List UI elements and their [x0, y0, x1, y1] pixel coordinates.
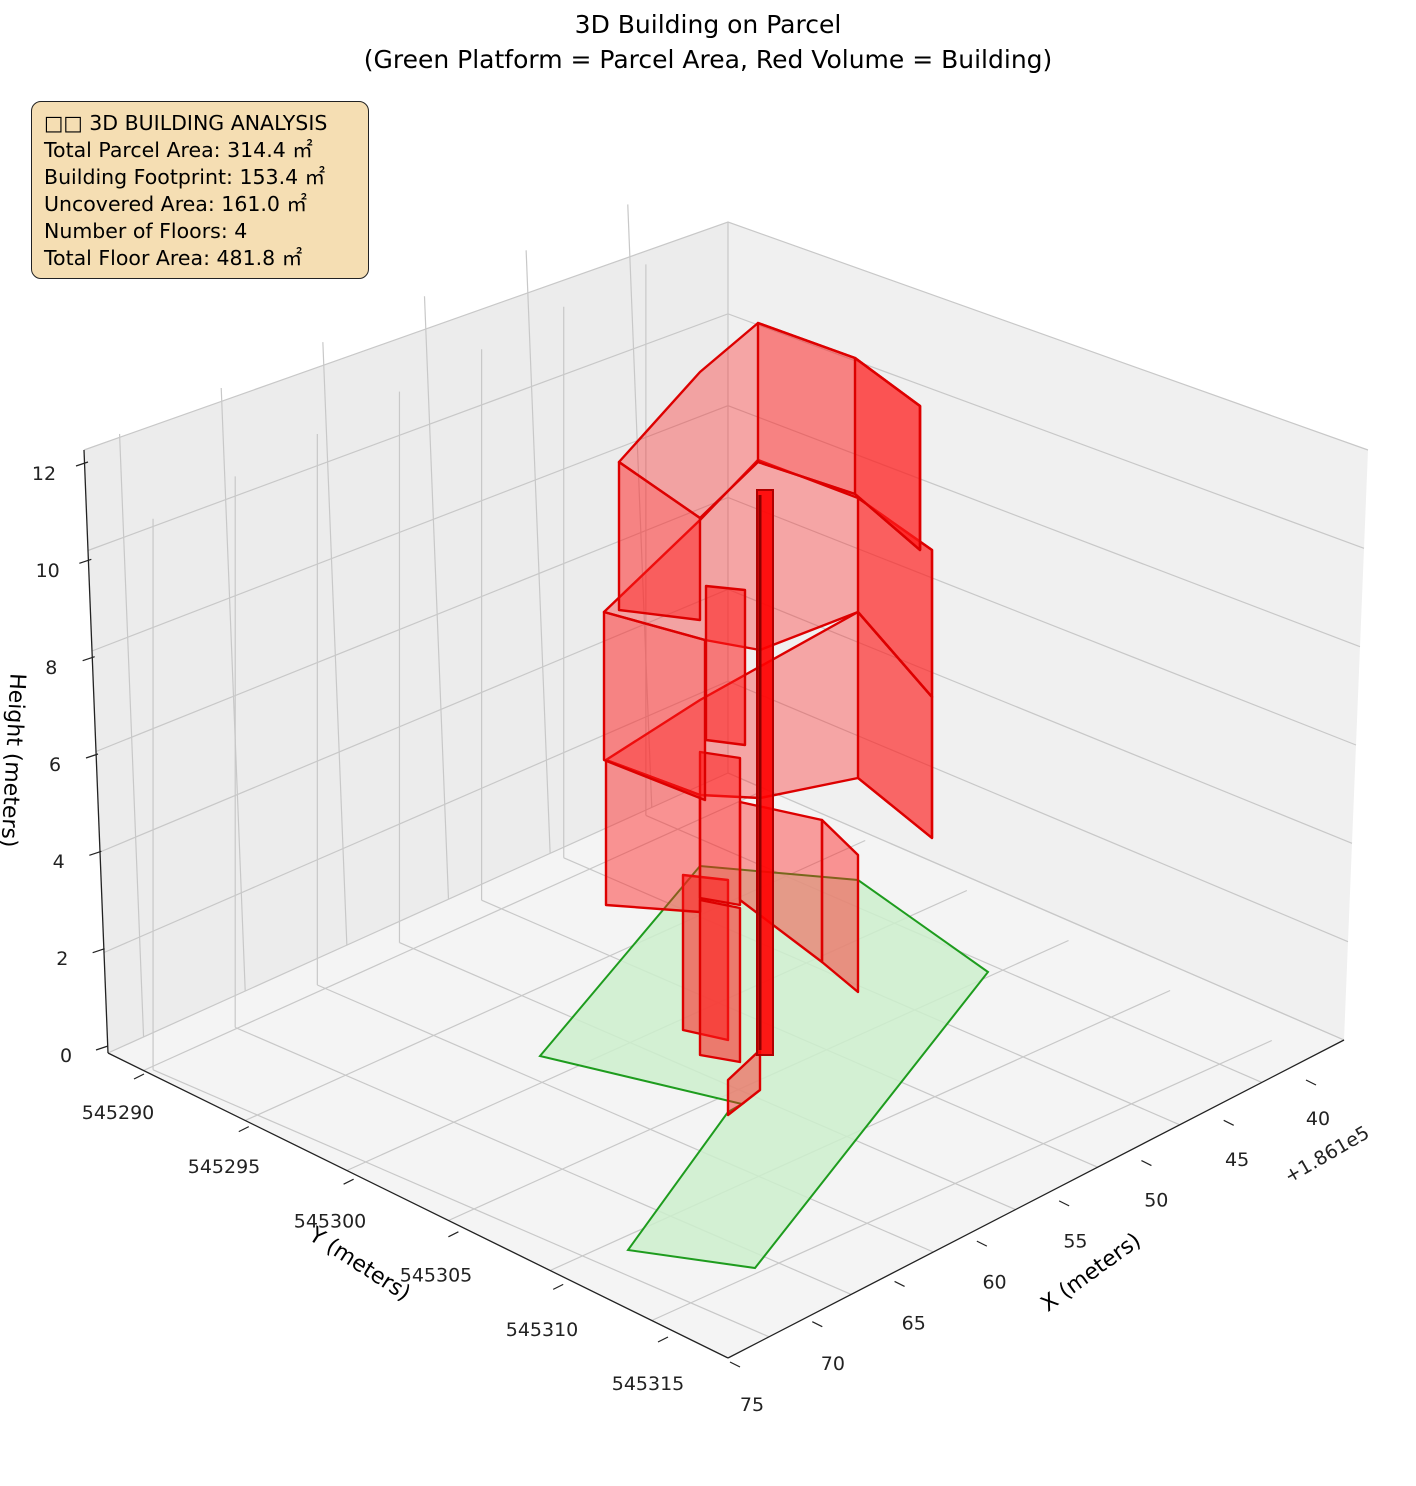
- building-face: [698, 898, 742, 1064]
- x-tick-label: 75: [740, 1394, 764, 1416]
- z-tick-mark: [79, 558, 92, 564]
- grid-line-y-wall: [322, 342, 348, 946]
- z-tick-label: 4: [53, 851, 65, 873]
- z-tick-mark: [75, 461, 89, 467]
- x-tick-label: 65: [902, 1312, 926, 1334]
- grid-line-y-wall: [220, 388, 246, 992]
- z-tick-mark: [95, 1045, 109, 1051]
- y-tick-mark: [133, 1073, 145, 1080]
- x-tick-mark: [812, 1321, 823, 1328]
- y-tick-mark: [343, 1178, 354, 1185]
- y-axis-label: Y (meters): [304, 1222, 415, 1306]
- building-face: [726, 1048, 762, 1117]
- y-tick-label: 545310: [506, 1319, 579, 1341]
- axis-lines: [83, 449, 1345, 1359]
- y-tick-mark: [657, 1336, 669, 1343]
- y-tick-label: 545315: [612, 1373, 685, 1395]
- x-axis-label: X (meters): [1037, 1228, 1146, 1317]
- z-tick-label: 12: [32, 463, 56, 485]
- z-tick-mark: [85, 753, 99, 759]
- building-face: [856, 496, 934, 699]
- grid-line-y-wall: [118, 433, 145, 1037]
- info-number-of-floors: Number of Floors: 4: [44, 219, 248, 243]
- chart-title: 3D Building on Parcel: [574, 10, 842, 39]
- x-tick-label: 45: [1225, 1149, 1249, 1171]
- info-building-footprint: Building Footprint: 153.4 ㎡: [44, 165, 326, 189]
- tick-labels: 4045505560657075545290545295545300545305…: [32, 461, 1330, 1416]
- building-face: [698, 750, 742, 907]
- x-offset-label: +1.861e5: [1281, 1122, 1373, 1188]
- z-tick-label: 10: [36, 560, 60, 582]
- y-tick-label: 545295: [188, 1156, 261, 1178]
- z-tick-mark: [92, 948, 105, 954]
- building-face: [853, 356, 922, 552]
- right-wall-pane: [728, 222, 1368, 1040]
- x-tick-label: 55: [1063, 1231, 1087, 1253]
- grid-line-x: [317, 984, 934, 1253]
- x-tick-mark: [729, 1361, 741, 1368]
- x-axis-line: [727, 1039, 1345, 1359]
- y-tick-label: 545305: [400, 1265, 473, 1287]
- info-uncovered-area: Uncovered Area: 161.0 ㎡: [44, 192, 307, 216]
- x-tick-mark: [1058, 1200, 1070, 1207]
- building-volume: [602, 321, 934, 1117]
- z-tick-label: 8: [45, 657, 57, 679]
- x-tick-mark: [894, 1280, 905, 1287]
- grid-line-y-wall: [525, 250, 551, 854]
- x-tick-mark: [1141, 1160, 1152, 1167]
- y-tick-label: 545290: [82, 1102, 155, 1124]
- grid-line-y: [143, 789, 764, 1072]
- chart-subtitle: (Green Platform = Parcel Area, Red Volum…: [363, 45, 1053, 74]
- x-tick-label: 70: [821, 1353, 845, 1375]
- x-tick-mark: [1305, 1079, 1317, 1086]
- grid-line-y: [651, 1039, 1273, 1322]
- grid-line-y-wall: [423, 296, 450, 900]
- x-tick-label: 40: [1306, 1108, 1330, 1130]
- info-box-heading: □□ 3D BUILDING ANALYSIS: [44, 111, 328, 135]
- x-tick-mark: [1223, 1119, 1234, 1126]
- z-tick-mark: [82, 656, 95, 662]
- z-axis-label: Height (meters): [0, 673, 30, 849]
- z-tick-mark: [89, 850, 102, 856]
- z-tick-label: 6: [49, 754, 61, 776]
- z-axis-line: [83, 449, 109, 1054]
- grid-line-x: [152, 1069, 770, 1338]
- info-box: □□ 3D BUILDING ANALYSIS Total Parcel Are…: [31, 101, 369, 279]
- y-tick-label: 545300: [294, 1210, 367, 1232]
- z-tick-label: 0: [60, 1045, 72, 1067]
- y-tick-mark: [238, 1126, 250, 1133]
- y-axis-line: [107, 1052, 729, 1359]
- z-tick-label: 2: [56, 948, 68, 970]
- x-tick-label: 50: [1144, 1190, 1168, 1212]
- info-total-floor-area: Total Floor Area: 481.8 ㎡: [44, 246, 303, 270]
- building-face: [704, 584, 747, 747]
- info-total-parcel-area: Total Parcel Area: 314.4 ㎡: [44, 138, 313, 162]
- grid-line-x: [727, 772, 1345, 1041]
- x-tick-label: 60: [982, 1271, 1006, 1293]
- y-tick-mark: [552, 1283, 564, 1290]
- y-tick-mark: [448, 1231, 459, 1238]
- x-tick-mark: [976, 1240, 988, 1247]
